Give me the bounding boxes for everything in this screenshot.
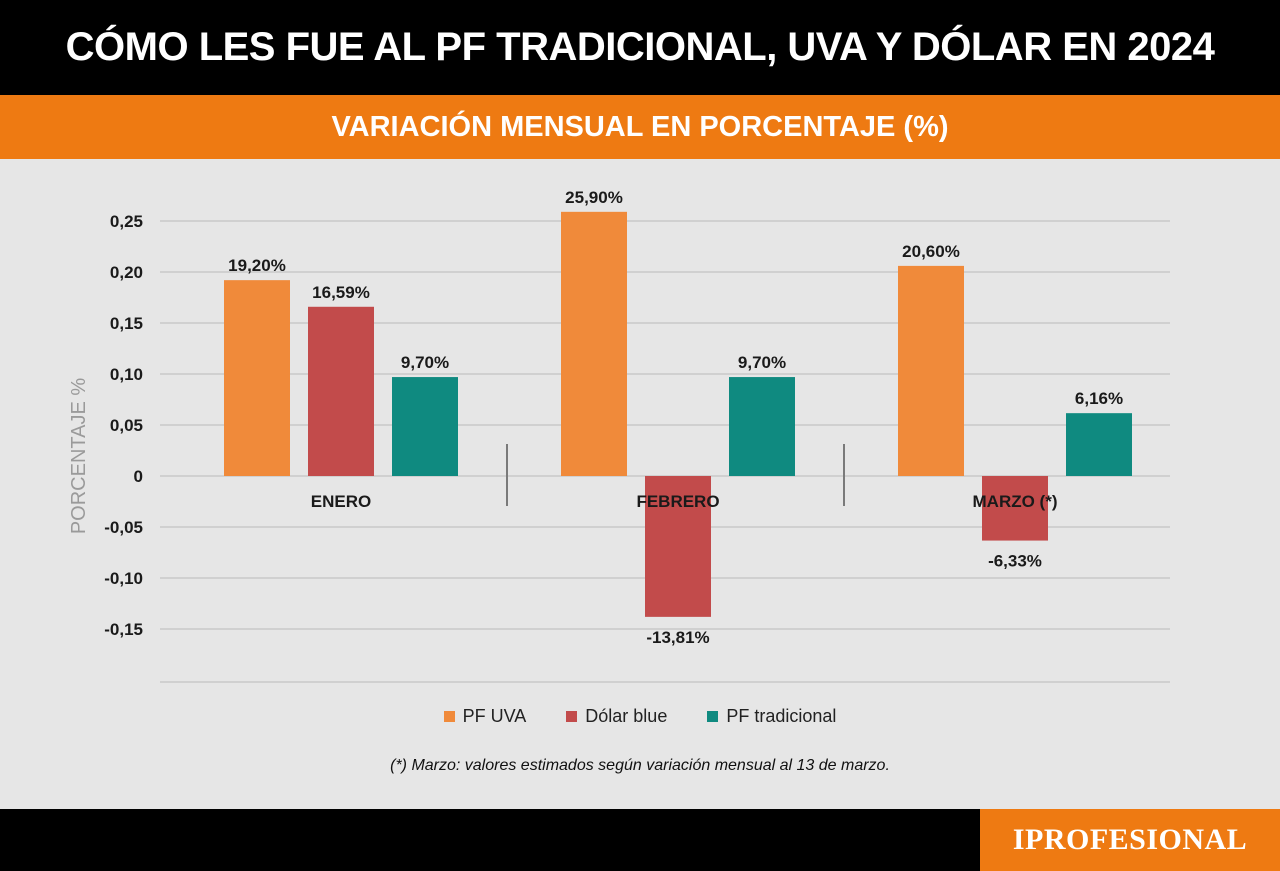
data-label: 9,70% [401, 353, 449, 372]
y-axis-title: PORCENTAJE % [68, 378, 90, 535]
y-tick-label: -0,15 [104, 620, 143, 639]
y-tick-label: 0,10 [110, 365, 143, 384]
bar-chart: 0,25 0,20 0,15 0,10 0,05 0 -0,05 -0,10 -0,15 PORC… [68, 188, 1170, 683]
data-label: 19,20% [228, 256, 286, 275]
category-label: ENERO [311, 492, 371, 511]
category-label: FEBRERO [636, 492, 719, 511]
y-tick-label: -0,10 [104, 569, 143, 588]
bar [1066, 413, 1132, 476]
y-tick-label: 0,20 [110, 263, 143, 282]
legend-swatch [707, 710, 719, 722]
legend-swatch [566, 710, 578, 722]
bar [982, 476, 1048, 541]
bar [645, 476, 711, 617]
data-label: -13,81% [646, 628, 709, 647]
footnote: (*) Marzo: valores estimados según varia… [390, 757, 890, 774]
y-tick-label: 0,05 [110, 416, 143, 435]
footer-bar: IPROFESIONAL [0, 809, 1280, 871]
legend: PF UVA Dólar blue PF tradicional [0, 704, 1280, 728]
data-label: 16,59% [312, 283, 370, 302]
data-label: 6,16% [1075, 389, 1123, 408]
bar [729, 377, 795, 476]
category-label: MARZO (*) [973, 492, 1058, 511]
data-label: 9,70% [738, 353, 786, 372]
legend-item-pf-uva: PF UVA [443, 704, 527, 728]
bar [561, 211, 627, 476]
data-label: 20,60% [902, 242, 960, 261]
bar [224, 280, 290, 476]
legend-label: PF tradicional [726, 705, 837, 726]
chart-area: 0,25 0,20 0,15 0,10 0,05 0 -0,05 -0,10 -0,15 PORC… [0, 159, 1280, 809]
data-label: -6,33% [988, 552, 1042, 571]
y-tick-label: 0,25 [110, 212, 143, 231]
legend-label: Dólar blue [585, 705, 668, 726]
bar [308, 306, 374, 476]
y-tick-label: 0 [134, 467, 143, 486]
y-tick-label: -0,05 [104, 518, 143, 537]
chart-title: CÓMO LES FUE AL PF TRADICIONAL, UVA Y DÓ… [0, 0, 1280, 95]
legend-swatch [443, 710, 455, 722]
legend-label: PF UVA [462, 705, 527, 726]
legend-item-pf-tradicional: PF tradicional [707, 704, 836, 728]
legend-item-dolar-blue: Dólar blue [566, 704, 667, 728]
brand-logo: IPROFESIONAL [980, 809, 1280, 871]
chart-subtitle: VARIACIÓN MENSUAL EN PORCENTAJE (%) [0, 95, 1280, 159]
bar [392, 377, 458, 476]
data-label: 25,90% [565, 188, 623, 207]
bar [898, 265, 964, 476]
y-tick-label: 0,15 [110, 314, 143, 333]
